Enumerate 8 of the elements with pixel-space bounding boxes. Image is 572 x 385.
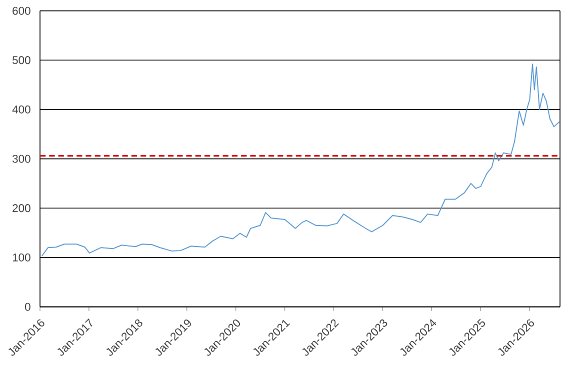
y-tick-label: 0 <box>25 302 30 311</box>
y-tick-label: 600 <box>12 6 30 15</box>
y-tick-label: 300 <box>12 154 30 163</box>
line-series <box>41 64 560 257</box>
y-tick-label: 100 <box>12 254 30 262</box>
y-tick-label: 400 <box>12 106 30 114</box>
y-tick-label: 200 <box>12 204 30 212</box>
y-tick-label: 500 <box>12 56 30 64</box>
